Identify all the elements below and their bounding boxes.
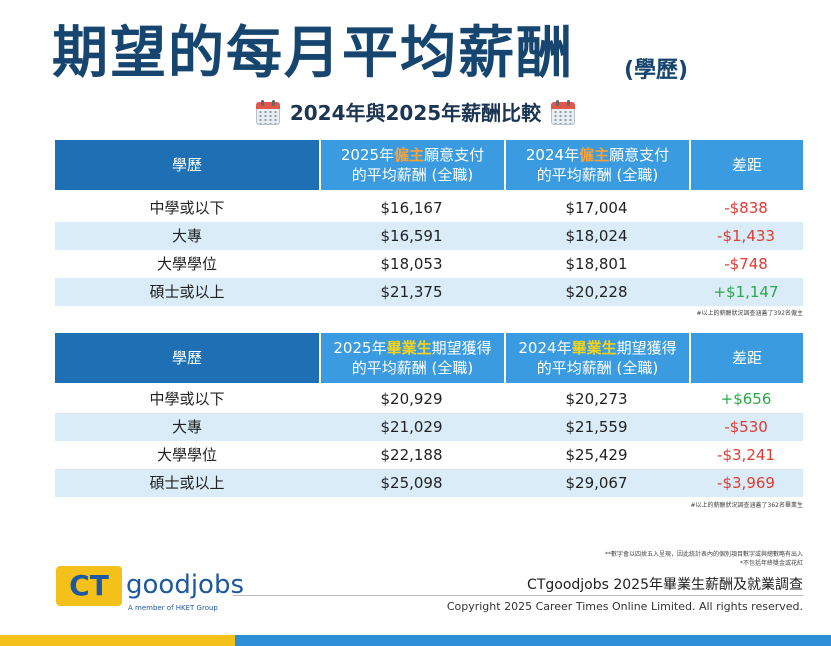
header-diff: 差距 (689, 140, 803, 190)
graduate-salary-table: 學歷 2025年畢業生期望獲得 的平均薪酬 (全職) 2024年畢業生期望獲得 的平… (55, 333, 803, 497)
table-row: 大專 $21,029 $21,559 -$530 (55, 413, 803, 441)
header-education: 學歷 (55, 140, 319, 190)
employer-table-note: #以上的薪酬狀況調查涵蓋了392名僱主 (696, 310, 803, 317)
table-header: 學歷 2025年畢業生期望獲得 的平均薪酬 (全職) 2024年畢業生期望獲得 的平… (55, 333, 803, 383)
table-row: 大學學位 $18,053 $18,801 -$748 (156, 255, 768, 273)
calendar-icon (551, 100, 576, 126)
survey-name: CTgoodjobs 2025年畢業生薪酬及就業調查 (527, 577, 803, 593)
table-row: 中學或以下 $16,167 $17,004 -$838 (149, 199, 768, 217)
table-row: 碩士或以上 $21,375 $20,228 +$1,147 (55, 278, 803, 306)
subtitle-bar: 2024年與2025年薪酬比較 (0, 98, 831, 128)
copyright: Copyright 2025 Career Times Online Limit… (446, 600, 803, 613)
footnote-bonus: *不包括年終獎金或花紅 (739, 560, 803, 567)
header-2025: 2025年僱主願意支付 的平均薪酬 (全職) (319, 140, 504, 190)
bottom-bar-blue (235, 635, 831, 646)
page-title-suffix: (學歷) (624, 58, 689, 83)
calendar-icon (255, 100, 280, 126)
header-education: 學歷 (55, 333, 319, 383)
header-2024: 2024年僱主願意支付 的平均薪酬 (全職) (504, 140, 689, 190)
page-title: 期望的每月平均薪酬 (52, 21, 574, 86)
header-2024: 2024年畢業生期望獲得 的平均薪酬 (全職) (504, 333, 689, 383)
logo-member-text: A member of HKET Group (128, 604, 218, 612)
logo-ct: CT (56, 566, 122, 606)
table-row: 大學學位 $22,188 $25,429 -$3,241 (156, 446, 775, 464)
title-block: 期望的每月平均薪酬 (學歷) (52, 18, 792, 98)
employer-salary-table: 學歷 2025年僱主願意支付 的平均薪酬 (全職) 2024年僱主願意支付 的平均薪… (55, 140, 803, 306)
logo-goodjobs: goodjobs (126, 570, 245, 600)
subtitle-text: 2024年與2025年薪酬比較 (289, 101, 542, 125)
table-row: 大專 $16,591 $18,024 -$1,433 (55, 222, 803, 250)
footer-divider (233, 595, 803, 596)
table-header: 學歷 2025年僱主願意支付 的平均薪酬 (全職) 2024年僱主願意支付 的平均薪… (55, 140, 803, 190)
footnotes: **數字會以四捨五入呈現，因此統計表內的個別項目數字或與總數略有出入 *不包括年… (605, 550, 803, 568)
footnote-rounding: **數字會以四捨五入呈現，因此統計表內的個別項目數字或與總數略有出入 (604, 551, 803, 558)
graduate-table-note: #以上的薪酬狀況調查涵蓋了362名畢業生 (690, 502, 803, 509)
table-row: 中學或以下 $20,929 $20,273 +$656 (149, 390, 772, 408)
header-2025: 2025年畢業生期望獲得 的平均薪酬 (全職) (319, 333, 504, 383)
ctgoodjobs-logo: CT goodjobs A member of HKET Group (56, 566, 244, 616)
table-row: 碩士或以上 $25,098 $29,067 -$3,969 (55, 469, 803, 497)
header-diff: 差距 (689, 333, 803, 383)
bottom-bar-yellow (0, 635, 235, 646)
